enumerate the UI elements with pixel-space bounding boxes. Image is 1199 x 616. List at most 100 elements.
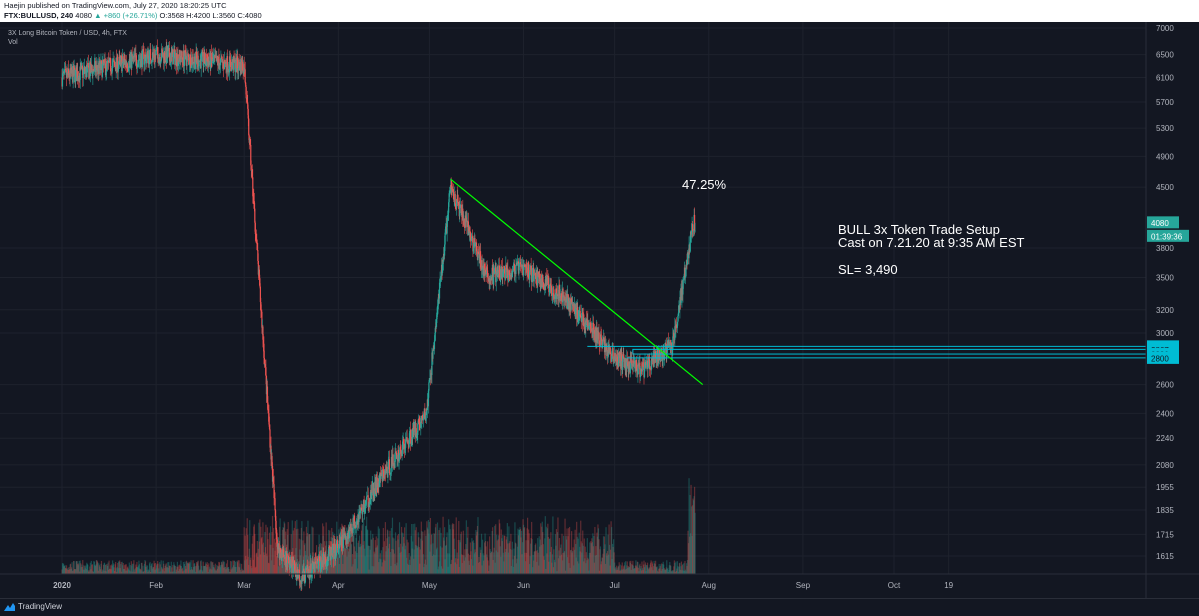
candle-body	[626, 358, 628, 363]
volume-bar	[685, 571, 687, 574]
volume-bar	[502, 534, 504, 574]
volume-bar	[119, 568, 121, 574]
volume-bar	[575, 557, 577, 574]
volume-bar	[368, 545, 370, 574]
ohlc-values: O:3568 H:4200 L:3560 C:4080	[159, 11, 262, 20]
candle-body	[297, 573, 299, 579]
volume-bar	[116, 566, 118, 574]
volume-bar	[504, 535, 506, 574]
volume-bar	[410, 535, 412, 574]
volume-bar	[326, 541, 328, 574]
candle-body	[430, 373, 432, 380]
volume-bar	[660, 570, 662, 574]
volume-bar	[183, 570, 185, 574]
tradingview-brand[interactable]: TradingView	[4, 602, 62, 611]
volume-bar	[537, 552, 539, 574]
volume-bar	[536, 550, 538, 574]
candle-body	[212, 59, 214, 61]
volume-bar	[347, 551, 350, 574]
volume-bar	[687, 530, 689, 574]
volume-bar	[674, 571, 676, 574]
volume-bar	[544, 516, 546, 574]
volume-bar	[506, 523, 508, 574]
volume-bar	[126, 570, 128, 574]
volume-bar	[226, 560, 229, 574]
candle-body	[600, 337, 603, 342]
candle-body	[417, 423, 419, 436]
volume-bar	[681, 570, 683, 574]
volume-bar	[668, 570, 670, 574]
volume-bar	[127, 566, 129, 574]
volume-bar	[561, 533, 563, 574]
volume-bar	[203, 566, 205, 574]
volume-bar	[470, 559, 473, 574]
volume-bar	[401, 532, 403, 574]
candle-body	[382, 470, 384, 471]
volume-bar	[173, 564, 175, 574]
volume-bar	[234, 566, 236, 574]
time-tick-label: Feb	[149, 581, 163, 590]
volume-bar	[440, 532, 442, 574]
volume-bar	[585, 552, 587, 574]
candle-body	[512, 268, 515, 271]
candle-body	[179, 55, 182, 63]
volume-bar	[132, 571, 134, 574]
volume-bar	[357, 540, 360, 574]
volume-bar	[299, 555, 301, 574]
candle-body	[172, 53, 174, 65]
volume-bar	[278, 566, 280, 574]
volume-bar	[138, 564, 141, 574]
candle-body	[117, 68, 119, 73]
volume-bar	[233, 560, 235, 574]
volume-bar	[627, 568, 629, 574]
candle-body	[233, 55, 235, 63]
candle-body	[635, 359, 638, 369]
candle-body	[180, 59, 182, 63]
volume-bar	[515, 543, 517, 574]
candle-body	[425, 408, 427, 416]
volume-bar	[649, 564, 651, 574]
candle-body	[253, 201, 255, 209]
candle-body	[62, 72, 64, 74]
volume-bar	[623, 565, 625, 574]
volume-bar	[299, 549, 301, 574]
volume-bar	[86, 563, 88, 574]
candle-body	[390, 468, 392, 474]
volume-bar	[680, 566, 682, 574]
candle-body	[184, 50, 187, 53]
volume-bar	[213, 564, 215, 574]
candle-body	[316, 558, 318, 564]
price-tick-label: 3800	[1156, 244, 1174, 253]
candle-body	[557, 294, 559, 297]
volume-bar	[221, 564, 224, 574]
candle-body	[68, 72, 70, 78]
volume-bar	[638, 571, 640, 574]
candle-body	[421, 415, 423, 418]
price-label-box	[1147, 351, 1179, 364]
volume-bar	[380, 559, 382, 574]
volume-bar	[106, 565, 109, 574]
volume-bar	[462, 555, 464, 574]
candle-body	[585, 318, 587, 325]
volume-bar	[208, 566, 210, 574]
candle-body	[389, 473, 392, 475]
volume-bar	[297, 562, 299, 574]
volume-bar	[184, 561, 186, 574]
candle-body	[136, 66, 139, 68]
candle-body	[320, 557, 322, 562]
volume-bar	[494, 525, 496, 574]
volume-bar	[235, 567, 237, 574]
volume-bar	[510, 533, 512, 574]
volume-bar	[137, 565, 140, 574]
candlesticks	[61, 39, 696, 591]
time-tick-label: Mar	[237, 581, 251, 590]
volume-bar	[200, 561, 202, 574]
price-tick-label: 2400	[1156, 409, 1174, 418]
volume-bar	[383, 541, 385, 574]
support-box	[632, 348, 1147, 355]
volume-bar	[680, 561, 683, 574]
volume-bar	[234, 561, 237, 574]
price-chart[interactable]: 7000650061005700530049004500380035003200…	[0, 22, 1199, 598]
volume-bar	[593, 562, 595, 574]
volume-bar	[73, 561, 75, 574]
